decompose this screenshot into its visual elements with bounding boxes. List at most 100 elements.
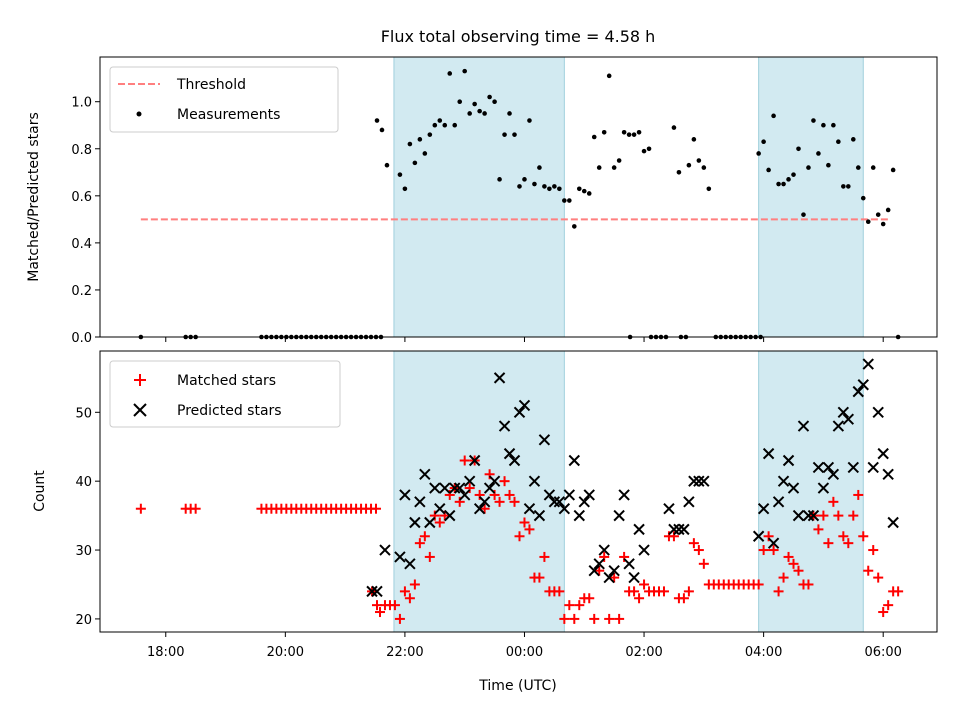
measurement-point bbox=[522, 177, 527, 182]
y-tick-label: 0.0 bbox=[71, 331, 92, 346]
matched-star-point bbox=[569, 613, 580, 624]
measurement-point bbox=[567, 198, 572, 203]
predicted-star-point bbox=[827, 468, 840, 480]
bottom-plot-frame bbox=[99, 350, 938, 633]
measurement-point bbox=[811, 118, 816, 123]
matched-star-point bbox=[514, 531, 525, 542]
predicted-star-point bbox=[633, 523, 645, 536]
predicted-star-point bbox=[683, 496, 695, 508]
predicted-star-point bbox=[558, 503, 571, 515]
measurement-point bbox=[855, 165, 861, 170]
predicted-star-point bbox=[797, 420, 810, 432]
predicted-star-point bbox=[762, 447, 775, 460]
measurement-point bbox=[841, 184, 846, 189]
matched-star-point bbox=[783, 551, 794, 562]
bottom-y-ticks: 20 30 40 50 bbox=[75, 406, 100, 628]
predicted-star-point bbox=[498, 420, 511, 432]
predicted-star-point bbox=[548, 496, 561, 508]
measurement-point bbox=[397, 172, 403, 177]
predicted-star-point bbox=[757, 503, 770, 515]
y-tick-label: 0.6 bbox=[71, 190, 92, 205]
predicted-star-point bbox=[493, 372, 506, 384]
matched-star-point bbox=[668, 531, 679, 542]
legend-measurement-swatch bbox=[136, 111, 142, 117]
predicted-star-point bbox=[399, 489, 411, 501]
measurement-point bbox=[616, 158, 622, 163]
measurement-point bbox=[776, 181, 781, 187]
bottom-legend-box bbox=[109, 360, 341, 428]
matched-star-point bbox=[863, 565, 874, 576]
predicted-star-point bbox=[777, 475, 790, 487]
measurement-point bbox=[766, 167, 771, 173]
top-x-ticks bbox=[165, 337, 884, 342]
matched-star-point bbox=[893, 586, 904, 597]
predicted-star-point bbox=[867, 461, 879, 474]
bottom-panel: 20 30 40 50 18:00 20:00 22:00 00:00 02:00 04:00 0… bbox=[32, 350, 938, 694]
predicted-star-point bbox=[857, 379, 869, 391]
predicted-star-point bbox=[379, 544, 391, 556]
matched-star-point bbox=[494, 496, 505, 507]
x-tick-label: 18:00 bbox=[147, 645, 184, 660]
matched-star-point bbox=[509, 496, 520, 507]
predicted-star-point bbox=[434, 503, 446, 515]
measurement-point bbox=[572, 224, 577, 229]
measurement-point bbox=[437, 118, 443, 123]
measurement-point bbox=[826, 162, 831, 168]
predicted-star-point bbox=[847, 461, 860, 474]
predicted-star-point bbox=[454, 482, 466, 494]
predicted-star-point bbox=[583, 489, 595, 501]
predicted-star-point bbox=[419, 468, 431, 480]
x-tick-label: 22:00 bbox=[386, 645, 423, 660]
predicted-star-point bbox=[508, 454, 521, 467]
matched-star-point bbox=[828, 496, 839, 507]
measurement-point bbox=[846, 184, 851, 189]
measurement-point bbox=[472, 101, 477, 107]
measurement-point bbox=[477, 108, 482, 114]
y-tick-label: 1.0 bbox=[71, 96, 92, 111]
measurement-point bbox=[447, 71, 453, 76]
predicted-star-point bbox=[822, 461, 835, 474]
matched-star-point bbox=[389, 600, 400, 611]
y-tick-label: 50 bbox=[75, 406, 92, 421]
predicted-star-point bbox=[877, 447, 889, 460]
measurement-point bbox=[562, 198, 567, 203]
matched-star-point bbox=[524, 524, 535, 535]
predicted-star-point bbox=[608, 564, 620, 577]
measurement-point bbox=[791, 172, 796, 177]
bottom-shaded-interval-2 bbox=[758, 350, 864, 633]
measurement-point bbox=[487, 94, 492, 100]
predicted-star-point bbox=[882, 468, 894, 480]
matched-star-point bbox=[564, 600, 575, 611]
matched-star-point bbox=[698, 558, 709, 569]
matched-star-point bbox=[584, 593, 595, 604]
legend-matched-swatch bbox=[134, 374, 146, 386]
predicted-star-point bbox=[458, 489, 471, 501]
predicted-star-point bbox=[483, 482, 496, 494]
measurement-point bbox=[492, 99, 497, 105]
matched-star-point bbox=[424, 551, 435, 562]
matched-star-point bbox=[753, 579, 764, 590]
measurement-point bbox=[880, 221, 886, 227]
measurement-point bbox=[547, 186, 552, 192]
measurement-point bbox=[781, 181, 786, 187]
matched-star-point bbox=[459, 455, 470, 466]
matched-star-point bbox=[404, 593, 415, 604]
matched-star-point bbox=[474, 489, 485, 500]
predicted-star-point bbox=[673, 523, 685, 536]
x-tick-label: 02:00 bbox=[625, 645, 662, 660]
predicted-star-point bbox=[563, 489, 576, 501]
top-plot-frame bbox=[99, 56, 938, 338]
predicted-star-point bbox=[817, 482, 830, 494]
measurement-point bbox=[786, 177, 791, 182]
measurement-point bbox=[671, 125, 677, 130]
matched-star-point bbox=[818, 510, 829, 521]
measurement-point bbox=[686, 162, 692, 168]
matched-star-point bbox=[454, 496, 465, 507]
measurement-point bbox=[831, 122, 836, 128]
predicted-star-point bbox=[528, 475, 541, 487]
matched-star-point bbox=[409, 579, 420, 590]
measurement-point bbox=[885, 207, 891, 213]
measurement-point bbox=[432, 122, 438, 128]
predicted-star-point bbox=[503, 447, 516, 460]
